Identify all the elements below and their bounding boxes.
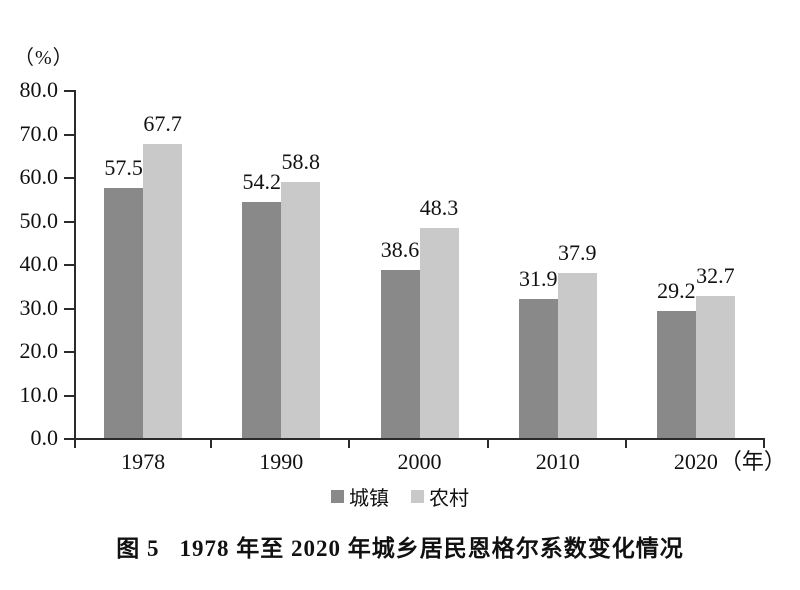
- legend-label-rural: 农村: [429, 488, 469, 510]
- bar-urban-2000: [380, 270, 420, 438]
- x-axis-tick: [763, 440, 765, 448]
- y-axis-unit-label: （%）: [14, 47, 74, 69]
- y-axis-tick: [64, 264, 74, 266]
- bar-value-label: 31.9: [518, 266, 558, 292]
- bar-value-label: 67.7: [143, 110, 182, 136]
- x-axis-unit-suffix: （年）: [719, 449, 786, 474]
- y-axis-tick-label: 70.0: [19, 120, 59, 146]
- y-axis-tick: [64, 177, 74, 179]
- bar-urban-1990: [242, 202, 282, 438]
- bar-value-label: 58.8: [281, 149, 321, 175]
- y-axis-tick-label: 50.0: [19, 207, 59, 233]
- x-axis-tick: [210, 440, 213, 448]
- y-axis-tick-label: 10.0: [19, 381, 59, 407]
- y-axis-tick-label: 60.0: [19, 164, 59, 189]
- bar-chart-plot: 0.0 10.0 20.0 30.0 40.0 50.0 60.0 70.0 80.0 1978 5…: [20, 77, 786, 474]
- chart-legend: 城镇 农村: [0, 482, 800, 511]
- bar-urban-2010: [518, 299, 558, 438]
- legend-swatch-rural: [411, 490, 424, 503]
- legend-item-rural: 农村: [411, 482, 469, 511]
- bar-value-label: 48.3: [419, 194, 459, 220]
- y-axis-line: [74, 90, 76, 440]
- legend-swatch-urban: [331, 490, 344, 503]
- bar-value-label: 54.2: [242, 169, 282, 195]
- bar-urban-1978: [104, 187, 144, 438]
- y-axis-tick: [64, 220, 74, 223]
- x-axis-category-label: 2020 （年）: [673, 449, 786, 474]
- x-axis-tick: [74, 440, 76, 448]
- y-axis-tick: [64, 307, 74, 310]
- x-axis-category-label: 1990: [259, 449, 304, 474]
- figure-caption-text: 1978 年至 2020 年城乡居民恩格尔系数变化情况: [179, 536, 684, 561]
- y-axis-tick-label: 0.0: [30, 425, 59, 450]
- x-axis-category-label: 1978: [121, 449, 166, 474]
- bar-rural-2020: [695, 295, 735, 438]
- legend-item-urban: 城镇: [331, 482, 389, 511]
- x-axis-tick: [624, 440, 627, 448]
- y-axis-tick: [64, 438, 74, 440]
- bar-value-label: 32.7: [696, 262, 735, 288]
- bar-rural-2000: [419, 227, 459, 438]
- x-axis-line: [74, 438, 765, 440]
- figure-number: 图 5: [116, 536, 160, 561]
- bar-rural-2010: [557, 273, 597, 438]
- bar-value-label: 37.9: [557, 240, 597, 266]
- bar-urban-2020: [656, 310, 696, 438]
- y-axis-tick-label: 30.0: [19, 294, 59, 320]
- x-axis-category-label: 2010: [535, 449, 580, 474]
- y-axis-tick-label: 20.0: [19, 338, 59, 363]
- legend-label-urban: 城镇: [349, 488, 389, 510]
- bar-value-label: 38.6: [380, 237, 420, 263]
- figure-caption: 图 5 1978 年至 2020 年城乡居民恩格尔系数变化情况: [0, 529, 800, 563]
- y-axis-tick-label: 40.0: [19, 251, 59, 276]
- x-axis-tick: [348, 440, 351, 448]
- bar-value-label: 29.2: [657, 277, 696, 303]
- y-axis-tick: [64, 351, 74, 353]
- x-axis-tick: [486, 440, 489, 448]
- bar-value-label: 57.5: [104, 154, 143, 180]
- x-axis-category-label: 2000: [397, 449, 442, 474]
- y-axis-tick: [64, 90, 74, 92]
- y-axis-tick: [64, 133, 74, 136]
- bar-rural-1990: [281, 182, 321, 438]
- bar-rural-1978: [143, 143, 183, 438]
- y-axis-tick-label: 80.0: [19, 77, 59, 102]
- y-axis-tick: [64, 394, 74, 397]
